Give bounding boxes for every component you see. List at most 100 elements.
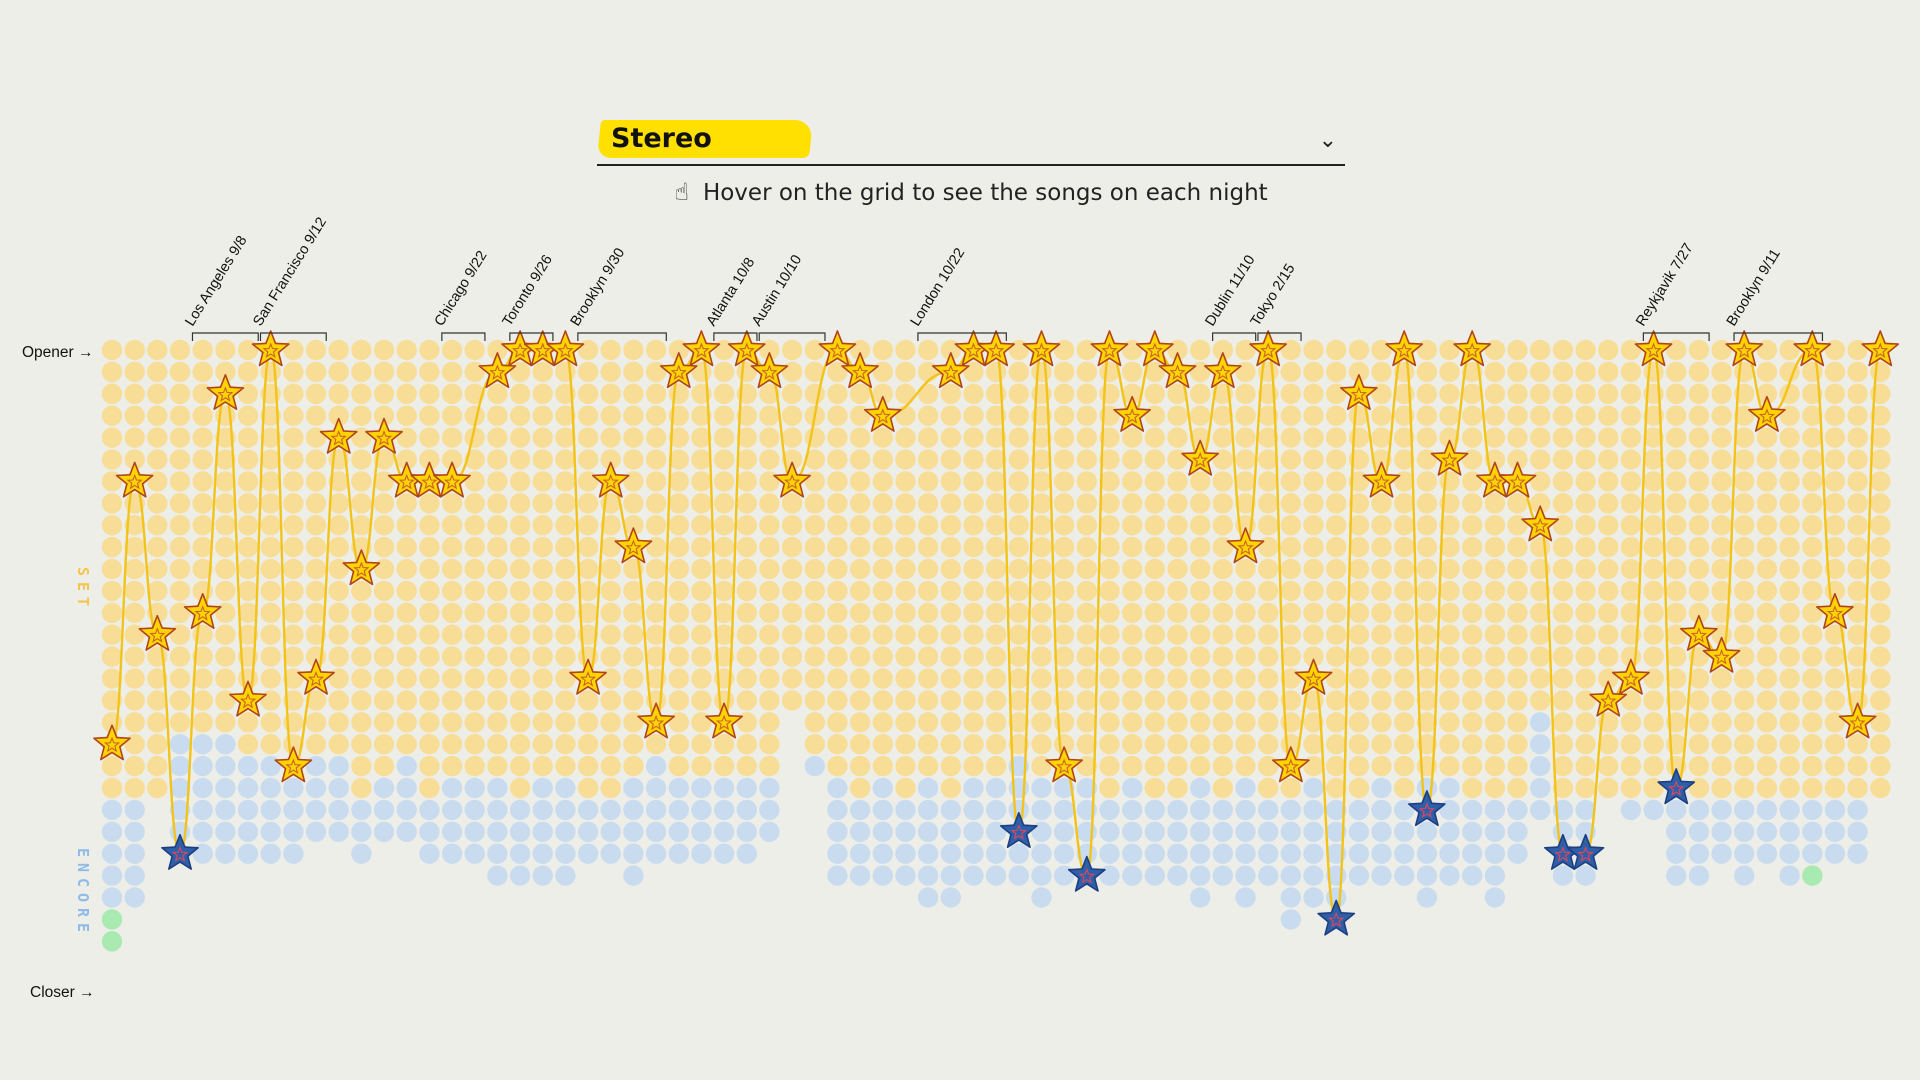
set-song-dot[interactable] [1688,668,1710,689]
set-song-dot[interactable] [1711,690,1732,711]
set-song-dot[interactable] [1326,383,1347,404]
set-song-dot[interactable] [1099,624,1120,645]
set-song-dot[interactable] [849,449,871,470]
set-song-dot[interactable] [985,471,1007,492]
set-song-dot[interactable] [1620,383,1642,404]
set-song-dot[interactable] [1484,405,1506,426]
set-song-dot[interactable] [1643,755,1664,777]
set-song-star[interactable] [546,330,585,367]
encore-song-dot[interactable] [1371,843,1392,864]
set-song-dot[interactable] [1552,734,1574,755]
encore-song-dot[interactable] [1099,821,1120,842]
set-song-dot[interactable] [1484,712,1506,733]
set-song-dot[interactable] [691,493,712,514]
set-song-dot[interactable] [124,602,145,623]
set-song-dot[interactable] [1484,536,1506,558]
set-song-dot[interactable] [1530,668,1551,689]
set-song-dot[interactable] [827,624,848,645]
set-song-dot[interactable] [1756,471,1778,492]
set-song-dot[interactable] [940,536,961,558]
encore-song-dot[interactable] [1507,821,1528,842]
set-song-dot[interactable] [1530,690,1551,711]
set-song-dot[interactable] [328,493,349,514]
set-song-dot[interactable] [1122,383,1143,404]
set-song-dot[interactable] [1575,734,1596,755]
encore-song-dot[interactable] [1212,821,1234,842]
set-song-dot[interactable] [872,602,893,623]
set-song-dot[interactable] [827,580,848,602]
encore-song-dot[interactable] [1190,799,1211,821]
encore-song-dot[interactable] [1258,843,1279,864]
set-song-dot[interactable] [1643,734,1664,755]
set-song-dot[interactable] [487,515,508,536]
set-song-dot[interactable] [283,558,304,580]
set-song-dot[interactable] [1008,515,1029,536]
encore-song-dot[interactable] [917,843,939,864]
set-song-dot[interactable] [1756,712,1778,733]
set-song-dot[interactable] [1303,449,1324,470]
set-song-dot[interactable] [1847,646,1868,667]
set-song-dot[interactable] [1167,449,1188,470]
set-song-dot[interactable] [1394,427,1415,448]
set-song-dot[interactable] [1575,712,1596,733]
set-song-dot[interactable] [600,668,621,689]
encore-song-dot[interactable] [1076,821,1098,842]
set-song-dot[interactable] [1008,493,1029,514]
set-song-dot[interactable] [1258,558,1279,580]
set-song-star[interactable] [1680,614,1718,651]
set-song-dot[interactable] [804,471,825,492]
set-song-dot[interactable] [1688,580,1710,602]
set-song-dot[interactable] [1711,668,1732,689]
set-song-dot[interactable] [895,515,916,536]
set-song-dot[interactable] [1122,624,1143,645]
set-song-dot[interactable] [260,602,281,623]
set-song-dot[interactable] [1008,668,1029,689]
set-song-dot[interactable] [1076,646,1098,667]
set-song-dot[interactable] [1258,515,1279,536]
set-song-dot[interactable] [895,361,916,383]
set-song-dot[interactable] [713,361,735,383]
set-song-dot[interactable] [1507,755,1528,777]
set-song-dot[interactable] [147,734,168,755]
set-song-dot[interactable] [872,712,893,733]
set-song-dot[interactable] [577,361,599,383]
set-song-dot[interactable] [441,734,463,755]
set-song-dot[interactable] [917,536,939,558]
encore-song-dot[interactable] [1167,865,1188,886]
set-song-dot[interactable] [736,690,757,711]
set-song-dot[interactable] [1711,449,1732,470]
set-song-dot[interactable] [804,449,825,470]
set-song-dot[interactable] [1122,558,1143,580]
set-song-dot[interactable] [305,734,327,755]
set-song-dot[interactable] [1462,690,1483,711]
set-song-dot[interactable] [1326,668,1347,689]
set-song-dot[interactable] [759,712,780,733]
set-song-dot[interactable] [1711,405,1732,426]
set-song-dot[interactable] [283,339,304,361]
set-song-dot[interactable] [1416,624,1438,645]
set-song-dot[interactable] [124,339,145,361]
set-song-dot[interactable] [373,690,395,711]
set-song-dot[interactable] [1598,493,1619,514]
set-song-dot[interactable] [1190,493,1211,514]
set-song-dot[interactable] [1802,646,1823,667]
set-song-dot[interactable] [305,471,327,492]
set-song-dot[interactable] [759,449,780,470]
set-song-dot[interactable] [237,515,259,536]
set-song-dot[interactable] [645,734,667,755]
set-song-dot[interactable] [623,383,644,404]
encore-song-dot[interactable] [1258,799,1279,821]
set-song-dot[interactable] [1552,624,1574,645]
set-song-dot[interactable] [1756,449,1778,470]
set-song-dot[interactable] [487,558,508,580]
set-song-dot[interactable] [192,493,213,514]
set-song-dot[interactable] [1167,493,1188,514]
encore-song-dot[interactable] [192,755,213,777]
set-song-dot[interactable] [351,449,372,470]
set-song-dot[interactable] [1303,493,1324,514]
set-song-dot[interactable] [283,427,304,448]
set-song-dot[interactable] [1303,405,1324,426]
set-song-dot[interactable] [940,383,961,404]
set-song-dot[interactable] [827,471,848,492]
set-song-dot[interactable] [1348,493,1370,514]
